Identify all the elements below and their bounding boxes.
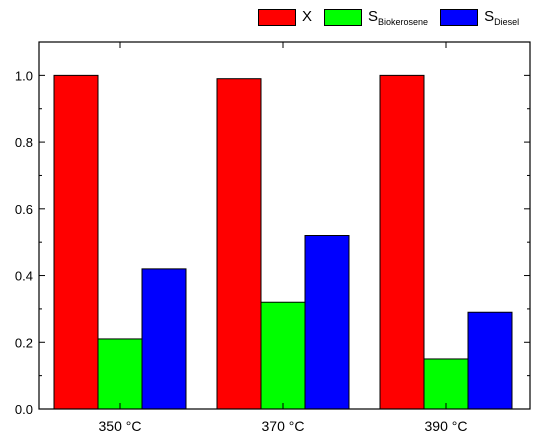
- axes-group: 0.0 0.2 0.4 0.6 0.8 1.0 350 °C 370 °C 390 °C: [15, 41, 531, 434]
- chart-legend: X SBiokerosene SDiesel: [258, 6, 531, 28]
- x-tick-label: 390 °C: [425, 418, 468, 434]
- bar-s-diesel-2: [304, 235, 350, 410]
- legend-label-x: X: [302, 7, 313, 25]
- legend-swatch-s-biokerosene: [324, 8, 363, 26]
- legend-label-s-diesel: SDiesel: [484, 7, 520, 27]
- legend-item-x: X: [258, 8, 312, 27]
- bar-s-biokerosene-1: [97, 338, 143, 410]
- y-tick-label: 0.2: [15, 335, 33, 350]
- y-tick-label: 0.4: [15, 269, 33, 284]
- x-tick-label: 350 °C: [99, 418, 142, 434]
- plot-frame: [38, 41, 531, 410]
- bar-s-biokerosene-3: [423, 358, 469, 410]
- bar-x-2: [216, 78, 262, 410]
- legend-item-s-diesel: SDiesel: [440, 8, 519, 27]
- bars-group: [53, 74, 513, 410]
- y-tick-label: 1.0: [15, 68, 33, 83]
- bar-x-1: [53, 74, 99, 410]
- bar-s-diesel-1: [141, 268, 187, 410]
- y-tick-label: 0.0: [15, 402, 33, 417]
- bar-s-biokerosene-2: [260, 301, 306, 410]
- x-tick-label: 370 °C: [262, 418, 305, 434]
- y-tick-label: 0.8: [15, 135, 33, 150]
- legend-label-s-biokerosene: SBiokerosene: [368, 7, 429, 27]
- bar-x-3: [379, 74, 425, 410]
- legend-swatch-s-diesel: [440, 8, 479, 26]
- legend-item-s-biokerosene: SBiokerosene: [324, 8, 428, 27]
- y-tick-label: 0.6: [15, 202, 33, 217]
- legend-swatch-x: [258, 8, 296, 26]
- bar-s-diesel-3: [467, 311, 513, 410]
